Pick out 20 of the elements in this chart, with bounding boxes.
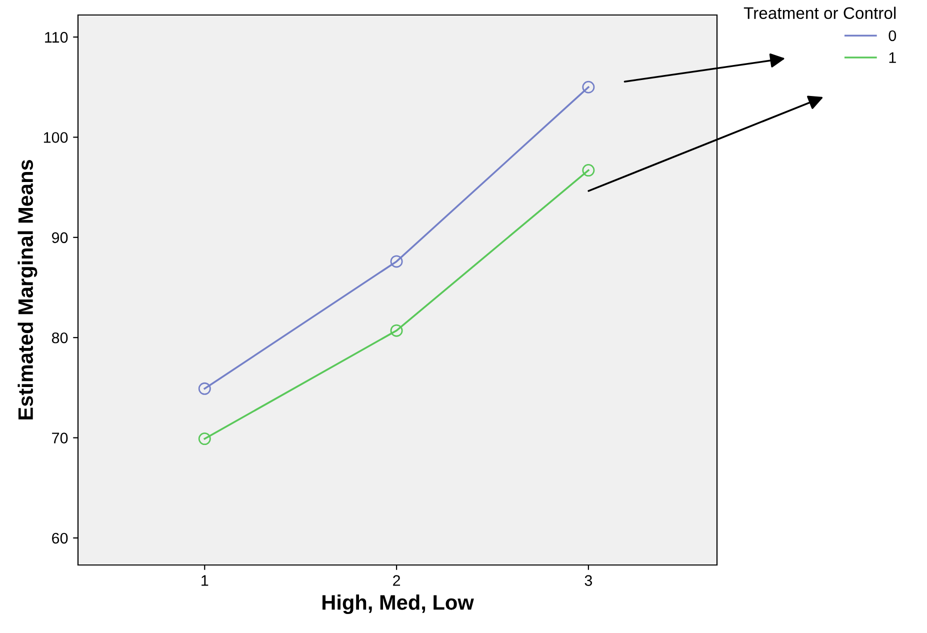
x-tick-label: 3 — [584, 575, 592, 586]
y-tick-label: 60 — [52, 532, 68, 544]
y-tick-label: 90 — [52, 232, 68, 244]
y-axis-title: Estimated Marginal Means — [18, 160, 38, 420]
y-tick-label: 70 — [52, 432, 68, 444]
y-tick-label: 100 — [44, 132, 68, 143]
point — [582, 80, 595, 94]
legend-title: Treatment or Control — [744, 6, 896, 19]
x-tick-label: 2 — [393, 575, 400, 586]
point — [390, 324, 403, 337]
x-axis-title: High, Med, Low — [322, 594, 474, 614]
point — [198, 432, 211, 446]
point — [582, 164, 595, 177]
legend-label: 0 — [888, 30, 896, 42]
point — [198, 382, 211, 395]
x-tick-label: 1 — [202, 575, 208, 586]
point — [390, 255, 403, 268]
legend-label: 1 — [889, 52, 896, 63]
y-tick-label: 110 — [45, 32, 68, 43]
y-tick-label: 80 — [52, 332, 68, 344]
